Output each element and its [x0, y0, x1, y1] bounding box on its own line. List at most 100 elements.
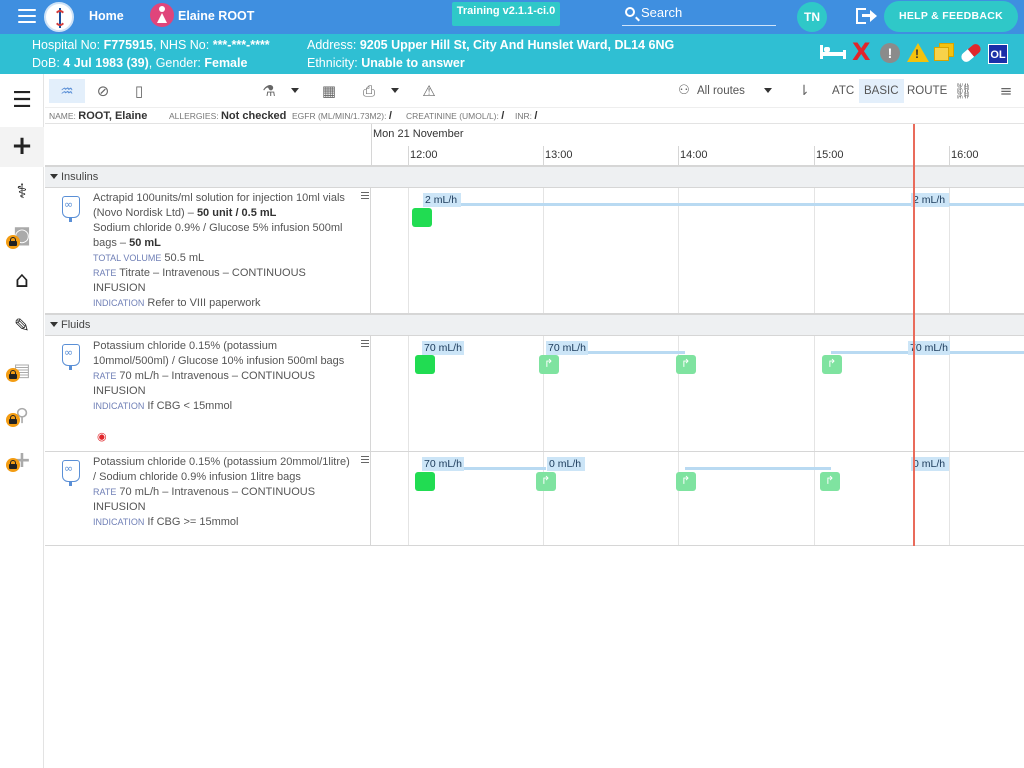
rate-label[interactable]: 0 mL/h	[547, 457, 585, 471]
administration-marker[interactable]	[412, 208, 432, 227]
logout-icon[interactable]	[856, 8, 878, 24]
rate-label[interactable]: 70 mL/h	[422, 341, 464, 355]
dob: 4 Jul 1983 (39)	[63, 56, 149, 70]
info-inr: /	[534, 110, 538, 122]
hour-label: 12:00	[410, 149, 438, 161]
nav-plus-locked[interactable]: +	[0, 442, 44, 482]
info-creatinine: /	[501, 110, 505, 122]
exclamation-icon[interactable]: !	[880, 43, 900, 63]
search-button[interactable]: Search	[622, 4, 776, 26]
medication-row[interactable]: Potassium chloride 0.15% (potassium 20mm…	[45, 452, 1024, 546]
row-menu-icon[interactable]	[361, 192, 369, 201]
address: 9205 Upper Hill St, City And Hunslet War…	[359, 38, 675, 52]
rate-label[interactable]: 70 mL/h	[908, 341, 950, 355]
nav-add[interactable]: +	[0, 127, 44, 167]
routes-select[interactable]: All routes	[697, 85, 745, 97]
user-avatar[interactable]: TN	[797, 2, 827, 32]
signal-icon: ◉	[97, 430, 107, 443]
nav-home-care[interactable]: ⌂	[0, 262, 44, 302]
section-header-fluids[interactable]: Fluids	[45, 314, 1024, 336]
rate-change-marker[interactable]	[822, 355, 842, 374]
medication-info[interactable]: Potassium chloride 0.15% (potassium 20mm…	[45, 452, 371, 545]
medication-row[interactable]: Actrapid 100units/ml solution for inject…	[45, 188, 1024, 314]
ethnicity-line: Ethnicity: Unable to answer	[307, 56, 465, 70]
rate-label[interactable]: 0 mL/h	[911, 457, 949, 471]
administration-marker[interactable]	[415, 472, 435, 491]
bed-icon[interactable]	[820, 45, 846, 59]
female-patient-icon	[150, 3, 174, 27]
row-menu-icon[interactable]	[361, 456, 369, 465]
document-icon[interactable]: ▯	[134, 82, 144, 100]
hospital-number-line: Hospital No: F775915, NHS No: ***-***-**…	[32, 38, 270, 52]
infusion-bar	[685, 467, 831, 470]
menu-icon[interactable]	[18, 9, 36, 23]
hamburger-menu-icon[interactable]: ≡	[999, 82, 1013, 100]
atc-button[interactable]: ATC	[832, 85, 855, 97]
hospital-number: F775915	[103, 38, 153, 52]
nav-camera[interactable]: ◙	[0, 217, 44, 257]
lock-icon	[6, 235, 20, 249]
chevron-down-icon[interactable]	[764, 88, 772, 93]
add-medication-icon[interactable]: ⚗	[262, 82, 276, 100]
rate-change-marker[interactable]	[539, 355, 559, 374]
rate-change-marker[interactable]	[536, 472, 556, 491]
nhs-number: ***-***-****	[212, 38, 270, 52]
patient-banner: Hospital No: F775915, NHS No: ***-***-**…	[0, 34, 1024, 74]
lock-icon	[6, 458, 20, 472]
info-egfr: /	[388, 110, 392, 122]
timeline-header: Mon 21 November 12:00 13:00 14:00 15:00 …	[45, 124, 1024, 166]
administration-marker[interactable]	[415, 355, 435, 374]
nav-list[interactable]: ☰	[0, 82, 44, 122]
rate-label[interactable]: 70 mL/h	[546, 341, 588, 355]
nav-walking[interactable]: ⚲	[0, 397, 44, 437]
link-icon[interactable]: ⛓	[953, 82, 973, 100]
rate-change-marker[interactable]	[676, 355, 696, 374]
row-menu-icon[interactable]	[361, 340, 369, 349]
medication-info[interactable]: Potassium chloride 0.15% (potassium 10mm…	[45, 336, 371, 451]
toolbar: ♒ ⊘ ▯ ⚗ ▦ ⎙ ⚠ ⚇ All routes ⇂ ATC BASIC R…	[45, 74, 1024, 108]
ol-badge[interactable]: OL	[988, 44, 1008, 64]
notes-icon[interactable]	[934, 43, 954, 61]
ethnicity: Unable to answer	[361, 56, 465, 70]
calendar-add-icon[interactable]: ▦	[321, 82, 337, 100]
gender: Female	[204, 56, 248, 70]
infusion-icon	[62, 460, 80, 486]
chevron-down-icon[interactable]	[391, 88, 399, 93]
rate-change-marker[interactable]	[676, 472, 696, 491]
alert-icon[interactable]: ⚠	[422, 82, 436, 100]
sort-icon[interactable]: ⇂	[798, 83, 810, 99]
rate-label[interactable]: 2 mL/h	[423, 193, 461, 207]
rate-label[interactable]: 70 mL/h	[422, 457, 464, 471]
app-logo[interactable]	[44, 2, 74, 32]
help-feedback-button[interactable]: HELP & FEEDBACK	[884, 1, 1018, 32]
nav-stethoscope[interactable]: ⚕	[0, 172, 44, 212]
dob-line: DoB: 4 Jul 1983 (39), Gender: Female	[32, 56, 248, 70]
disable-icon[interactable]: ⊘	[96, 82, 110, 100]
address-line: Address: 9205 Upper Hill St, City And Hu…	[307, 38, 675, 52]
red-x-icon[interactable]: X	[852, 38, 871, 66]
chevron-down-icon[interactable]	[291, 88, 299, 93]
top-bar: Home Elaine ROOT Training v2.1.1-ci.0 Se…	[0, 0, 1024, 34]
route-button[interactable]: ROUTE	[907, 85, 948, 97]
pill-icon[interactable]	[959, 42, 983, 64]
info-allergies[interactable]: Not checked	[220, 110, 287, 122]
print-icon[interactable]: ⎙	[362, 82, 375, 100]
training-badge: Training v2.1.1-ci.0	[452, 2, 560, 26]
medication-chart: Insulins Actrapid 100units/ml solution f…	[45, 166, 1024, 546]
hour-label: 14:00	[680, 149, 708, 161]
collapse-icon	[50, 322, 58, 327]
medication-row[interactable]: Potassium chloride 0.15% (potassium 10mm…	[45, 336, 1024, 452]
nav-clipboard[interactable]: ▤	[0, 352, 44, 392]
warning-icon[interactable]: !	[907, 43, 929, 62]
nav-document-sign[interactable]: ✎	[0, 307, 44, 347]
home-link[interactable]: Home	[89, 9, 124, 23]
section-header-insulins[interactable]: Insulins	[45, 166, 1024, 188]
search-label: Search	[641, 5, 683, 20]
patient-name[interactable]: Elaine ROOT	[178, 9, 255, 23]
list-icon: ☰	[12, 88, 32, 113]
rate-label[interactable]: 2 mL/h	[911, 193, 949, 207]
basic-button[interactable]: BASIC	[859, 79, 904, 103]
medication-info[interactable]: Actrapid 100units/ml solution for inject…	[45, 188, 371, 313]
administer-view-button[interactable]: ♒	[49, 79, 85, 103]
rate-change-marker[interactable]	[820, 472, 840, 491]
